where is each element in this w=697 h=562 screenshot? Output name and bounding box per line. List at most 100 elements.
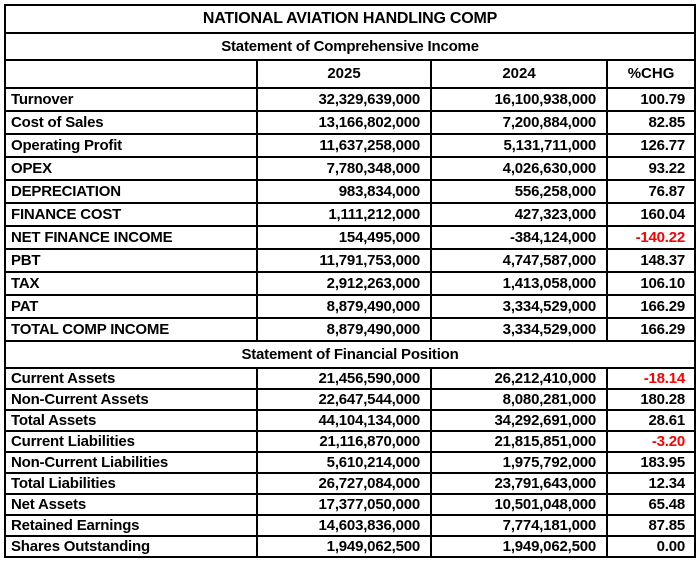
row-label-cell[interactable]: NET FINANCE INCOME	[4, 225, 258, 250]
value-2024-cell[interactable]: 556,258,000	[430, 179, 608, 204]
row-label-cell[interactable]: Operating Profit	[4, 133, 258, 158]
table-row: TAX 2,912,263,000 1,413,058,000 106.10	[4, 271, 697, 296]
value-2024-cell[interactable]: 3,334,529,000	[430, 294, 608, 319]
table-row: OPEX 7,780,348,000 4,026,630,000 93.22	[4, 156, 697, 181]
pct-change-cell[interactable]: 166.29	[605, 317, 697, 342]
pct-change-cell[interactable]: 106.10	[605, 271, 697, 296]
value-2025-cell[interactable]: 11,791,753,000	[256, 248, 432, 273]
income-rows-group: Turnover 32,329,639,000 16,100,938,000 100.…	[4, 87, 697, 342]
value-2024-cell[interactable]: 3,334,529,000	[430, 317, 608, 342]
value-2025-cell[interactable]: 44,104,134,000	[256, 409, 432, 432]
value-2024-cell[interactable]: 10,501,048,000	[430, 493, 608, 516]
income-statement-heading[interactable]: Statement of Comprehensive Income	[3, 32, 697, 61]
company-title[interactable]: NATIONAL AVIATION HANDLING COMP	[3, 4, 697, 34]
value-2024-cell[interactable]: 7,774,181,000	[430, 514, 608, 537]
income-section-row: Statement of Comprehensive Income	[3, 32, 697, 61]
pct-change-cell[interactable]: 183.95	[605, 451, 697, 474]
header-pct-chg[interactable]: %CHG	[605, 59, 697, 89]
pct-change-cell[interactable]: 126.77	[605, 133, 697, 158]
value-2024-cell[interactable]: 4,026,630,000	[430, 156, 608, 181]
row-label-cell[interactable]: Retained Earnings	[4, 514, 258, 537]
header-year-2025[interactable]: 2025	[256, 59, 432, 89]
pct-change-cell[interactable]: 148.37	[605, 248, 697, 273]
value-2025-cell[interactable]: 5,610,214,000	[256, 451, 432, 474]
row-label-cell[interactable]: Total Assets	[4, 409, 258, 432]
value-2025-cell[interactable]: 8,879,490,000	[256, 294, 432, 319]
value-2024-cell[interactable]: 7,200,884,000	[430, 110, 608, 135]
pct-change-cell[interactable]: 87.85	[605, 514, 697, 537]
row-label-cell[interactable]: PBT	[4, 248, 258, 273]
row-label-cell[interactable]: Current Assets	[4, 367, 258, 390]
table-row: TOTAL COMP INCOME 8,879,490,000 3,334,529,…	[4, 317, 697, 342]
pct-change-cell[interactable]: 12.34	[605, 472, 697, 495]
value-2025-cell[interactable]: 13,166,802,000	[256, 110, 432, 135]
row-label-cell[interactable]: PAT	[4, 294, 258, 319]
pct-change-cell[interactable]: -18.14	[605, 367, 697, 390]
value-2024-cell[interactable]: 8,080,281,000	[430, 388, 608, 411]
value-2025-cell[interactable]: 21,116,870,000	[256, 430, 432, 453]
value-2025-cell[interactable]: 26,727,084,000	[256, 472, 432, 495]
row-label-cell[interactable]: OPEX	[4, 156, 258, 181]
value-2024-cell[interactable]: 34,292,691,000	[430, 409, 608, 432]
value-2025-cell[interactable]: 22,647,544,000	[256, 388, 432, 411]
table-row: Cost of Sales 13,166,802,000 7,200,884,000…	[4, 110, 697, 135]
value-2024-cell[interactable]: 427,323,000	[430, 202, 608, 227]
value-2024-cell[interactable]: 5,131,711,000	[430, 133, 608, 158]
position-rows-group: Current Assets 21,456,590,000 26,212,410,0…	[4, 367, 697, 558]
value-2024-cell[interactable]: -384,124,000	[430, 225, 608, 250]
value-2025-cell[interactable]: 21,456,590,000	[256, 367, 432, 390]
value-2025-cell[interactable]: 1,949,062,500	[256, 535, 432, 558]
value-2024-cell[interactable]: 16,100,938,000	[430, 87, 608, 112]
pct-change-cell[interactable]: -140.22	[605, 225, 697, 250]
row-label-cell[interactable]: Non-Current Assets	[4, 388, 258, 411]
pct-change-cell[interactable]: 76.87	[605, 179, 697, 204]
position-heading-group: Statement of Financial Position	[3, 340, 697, 369]
row-label-cell[interactable]: TOTAL COMP INCOME	[4, 317, 258, 342]
row-label-cell[interactable]: FINANCE COST	[4, 202, 258, 227]
value-2025-cell[interactable]: 8,879,490,000	[256, 317, 432, 342]
pct-change-cell[interactable]: 0.00	[605, 535, 697, 558]
value-2024-cell[interactable]: 4,747,587,000	[430, 248, 608, 273]
row-label-cell[interactable]: Net Assets	[4, 493, 258, 516]
value-2025-cell[interactable]: 14,603,836,000	[256, 514, 432, 537]
row-label-cell[interactable]: Turnover	[4, 87, 258, 112]
value-2024-cell[interactable]: 23,791,643,000	[430, 472, 608, 495]
table-row: Turnover 32,329,639,000 16,100,938,000 100.…	[4, 87, 697, 112]
value-2024-cell[interactable]: 1,413,058,000	[430, 271, 608, 296]
position-statement-heading[interactable]: Statement of Financial Position	[3, 340, 697, 369]
header-empty-cell[interactable]	[4, 59, 258, 89]
value-2025-cell[interactable]: 17,377,050,000	[256, 493, 432, 516]
pct-change-cell[interactable]: 160.04	[605, 202, 697, 227]
pct-change-cell[interactable]: 180.28	[605, 388, 697, 411]
value-2024-cell[interactable]: 1,975,792,000	[430, 451, 608, 474]
value-2025-cell[interactable]: 32,329,639,000	[256, 87, 432, 112]
row-label-cell[interactable]: TAX	[4, 271, 258, 296]
row-label-cell[interactable]: Current Liabilities	[4, 430, 258, 453]
value-2024-cell[interactable]: 1,949,062,500	[430, 535, 608, 558]
value-2025-cell[interactable]: 154,495,000	[256, 225, 432, 250]
pct-change-cell[interactable]: 166.29	[605, 294, 697, 319]
table-row: Current Liabilities 21,116,870,000 21,815,…	[4, 430, 697, 453]
table-row: Non-Current Assets 22,647,544,000 8,080,28…	[4, 388, 697, 411]
header-year-2024[interactable]: 2024	[430, 59, 608, 89]
value-2025-cell[interactable]: 7,780,348,000	[256, 156, 432, 181]
pct-change-cell[interactable]: 93.22	[605, 156, 697, 181]
row-label-cell[interactable]: Total Liabilities	[4, 472, 258, 495]
value-2025-cell[interactable]: 2,912,263,000	[256, 271, 432, 296]
row-label-cell[interactable]: Non-Current Liabilities	[4, 451, 258, 474]
row-label-cell[interactable]: DEPRECIATION	[4, 179, 258, 204]
value-2025-cell[interactable]: 11,637,258,000	[256, 133, 432, 158]
pct-change-cell[interactable]: 65.48	[605, 493, 697, 516]
pct-change-cell[interactable]: -3.20	[605, 430, 697, 453]
row-label-cell[interactable]: Cost of Sales	[4, 110, 258, 135]
value-2025-cell[interactable]: 1,111,212,000	[256, 202, 432, 227]
pct-change-cell[interactable]: 82.85	[605, 110, 697, 135]
row-label-cell[interactable]: Shares Outstanding	[4, 535, 258, 558]
pct-change-cell[interactable]: 100.79	[605, 87, 697, 112]
value-2024-cell[interactable]: 21,815,851,000	[430, 430, 608, 453]
value-2025-cell[interactable]: 983,834,000	[256, 179, 432, 204]
table-head-group: NATIONAL AVIATION HANDLING COMP Statemen…	[3, 4, 697, 89]
value-2024-cell[interactable]: 26,212,410,000	[430, 367, 608, 390]
pct-change-cell[interactable]: 28.61	[605, 409, 697, 432]
